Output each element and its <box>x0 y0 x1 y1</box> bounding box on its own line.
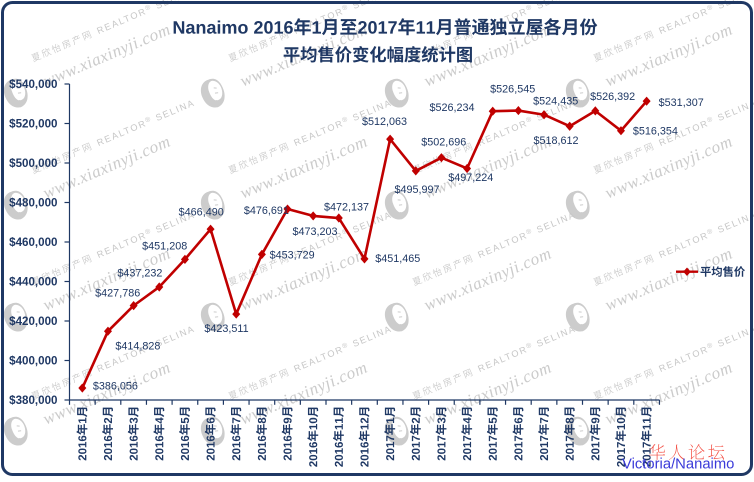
svg-text:$524,435: $524,435 <box>533 96 578 108</box>
svg-text:$460,000: $460,000 <box>9 236 57 249</box>
svg-text:Victoria/Nanaimo: Victoria/Nanaimo <box>622 456 734 472</box>
svg-text:$473,203: $473,203 <box>292 226 337 238</box>
svg-text:$512,063: $512,063 <box>362 116 407 128</box>
svg-text:$476,691: $476,691 <box>244 205 289 217</box>
svg-text:$526,545: $526,545 <box>490 84 535 96</box>
svg-text:$480,000: $480,000 <box>9 197 57 210</box>
svg-text:$451,465: $451,465 <box>375 253 420 265</box>
svg-text:$380,000: $380,000 <box>9 394 57 407</box>
svg-text:$540,000: $540,000 <box>9 78 57 91</box>
svg-text:$414,828: $414,828 <box>115 341 160 353</box>
svg-text:$420,000: $420,000 <box>9 315 57 328</box>
svg-text:$497,224: $497,224 <box>448 172 493 184</box>
svg-text:$502,696: $502,696 <box>421 136 466 148</box>
svg-text:$437,232: $437,232 <box>117 267 162 279</box>
svg-text:$531,307: $531,307 <box>659 97 704 109</box>
svg-text:$472,137: $472,137 <box>324 201 369 213</box>
svg-text:$495,997: $495,997 <box>394 184 439 196</box>
svg-text:$427,786: $427,786 <box>95 288 140 300</box>
svg-text:$518,612: $518,612 <box>533 135 578 147</box>
svg-text:$386,056: $386,056 <box>93 381 138 393</box>
svg-text:$500,000: $500,000 <box>9 157 57 170</box>
svg-text:$423,511: $423,511 <box>204 323 248 335</box>
svg-text:$520,000: $520,000 <box>9 118 57 131</box>
svg-text:$466,490: $466,490 <box>179 207 224 219</box>
svg-text:$453,729: $453,729 <box>270 250 315 262</box>
svg-text:$516,354: $516,354 <box>633 126 678 138</box>
svg-text:$526,234: $526,234 <box>429 102 474 114</box>
svg-text:$440,000: $440,000 <box>9 276 57 289</box>
svg-text:$400,000: $400,000 <box>9 355 57 368</box>
svg-text:$526,392: $526,392 <box>590 91 635 103</box>
svg-text:$451,208: $451,208 <box>142 241 187 253</box>
